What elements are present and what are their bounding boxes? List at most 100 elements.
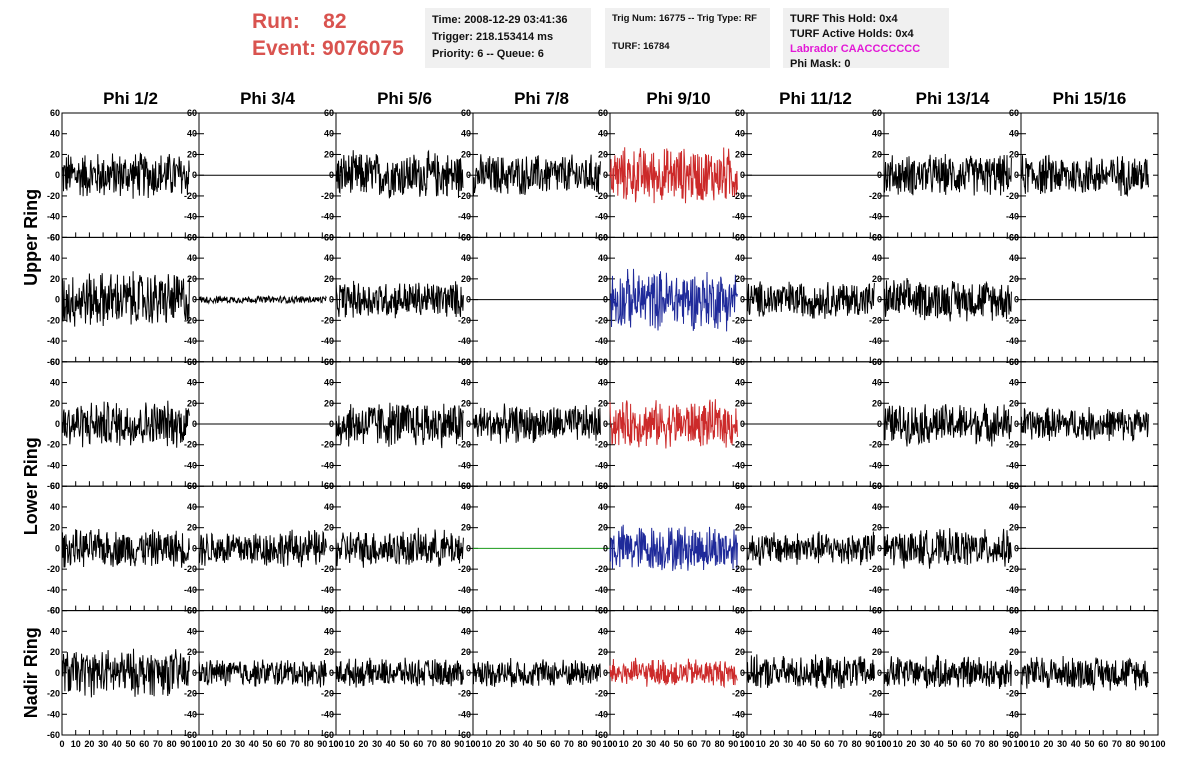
x-tick-label: 80 <box>441 739 451 749</box>
x-tick-label: 80 <box>715 739 725 749</box>
y-tick-label: 60 <box>735 357 745 367</box>
y-tick-label: 0 <box>55 543 60 553</box>
waveform-trace <box>883 153 1012 196</box>
y-tick-label: -20 <box>869 440 882 450</box>
y-tick-label: 0 <box>877 668 882 678</box>
y-tick-label: 40 <box>872 129 882 139</box>
y-tick-label: -40 <box>321 709 334 719</box>
y-tick-label: 40 <box>1009 129 1019 139</box>
x-tick-label: 80 <box>578 739 588 749</box>
y-tick-label: -40 <box>595 709 608 719</box>
y-tick-label: 0 <box>329 295 334 305</box>
y-tick-label: 40 <box>735 626 745 636</box>
y-tick-label: 40 <box>187 253 197 263</box>
x-tick-label: 100 <box>1150 739 1165 749</box>
y-tick-label: -20 <box>184 191 197 201</box>
y-tick-label: 60 <box>50 108 60 118</box>
y-tick-label: 20 <box>50 647 60 657</box>
y-tick-label: 0 <box>603 419 608 429</box>
y-tick-label: 20 <box>187 149 197 159</box>
y-tick-label: 40 <box>50 129 60 139</box>
x-tick-label: 90 <box>865 739 875 749</box>
y-tick-label: 0 <box>1014 295 1019 305</box>
x-tick-label: 60 <box>687 739 697 749</box>
waveform-trace <box>335 527 464 568</box>
y-tick-label: 60 <box>1009 357 1019 367</box>
y-tick-label: 60 <box>324 481 334 491</box>
y-tick-label: 40 <box>50 253 60 263</box>
y-tick-label: 20 <box>735 149 745 159</box>
x-tick-label: 100 <box>465 739 480 749</box>
turf-hold-text: TURF This Hold: 0x4 <box>790 13 898 25</box>
y-tick-label: 20 <box>598 523 608 533</box>
event-value: 9076075 <box>322 37 404 60</box>
y-tick-label: 40 <box>324 253 334 263</box>
x-tick-label: 10 <box>893 739 903 749</box>
x-tick-label: 40 <box>1071 739 1081 749</box>
x-tick-label: 80 <box>1126 739 1136 749</box>
y-tick-label: 0 <box>55 170 60 180</box>
y-tick-label: 0 <box>740 295 745 305</box>
time-text: Time: 2008-12-29 03:41:36 <box>432 14 568 26</box>
event-row: Event: 9076075 <box>252 35 404 62</box>
y-tick-label: -40 <box>184 212 197 222</box>
y-tick-label: 60 <box>324 108 334 118</box>
labrador-text: Labrador CAACCCCCCC <box>790 43 921 55</box>
y-tick-label: -60 <box>321 730 334 740</box>
x-tick-label: 20 <box>906 739 916 749</box>
x-tick-label: 90 <box>180 739 190 749</box>
y-tick-label: 20 <box>50 274 60 284</box>
x-tick-label: 10 <box>619 739 629 749</box>
y-tick-label: -40 <box>1006 212 1019 222</box>
y-tick-label: 20 <box>461 398 471 408</box>
phi-mask-text: Phi Mask: 0 <box>790 58 851 70</box>
y-tick-label: 0 <box>877 419 882 429</box>
x-tick-label: 10 <box>482 739 492 749</box>
waveform-trace <box>335 279 464 319</box>
y-tick-label: 0 <box>466 295 471 305</box>
y-tick-label: -40 <box>732 336 745 346</box>
y-tick-label: -40 <box>595 212 608 222</box>
y-tick-label: 60 <box>187 357 197 367</box>
y-tick-label: -20 <box>458 689 471 699</box>
x-tick-label: 40 <box>934 739 944 749</box>
waveform-trace <box>1020 406 1149 442</box>
x-tick-label: 70 <box>290 739 300 749</box>
ring-label: Lower Ring <box>21 437 41 535</box>
y-tick-label: 40 <box>872 253 882 263</box>
y-tick-label: 40 <box>735 129 745 139</box>
x-tick-label: 60 <box>413 739 423 749</box>
x-tick-label: 100 <box>191 739 206 749</box>
trigger-info-panel: Trig Num: 16775 -- Trig Type: RF TURF: 1… <box>605 8 770 68</box>
y-tick-label: 60 <box>872 108 882 118</box>
x-tick-label: 100 <box>739 739 754 749</box>
x-tick-label: 70 <box>564 739 574 749</box>
y-tick-label: -60 <box>47 232 60 242</box>
x-tick-label: 90 <box>1139 739 1149 749</box>
y-tick-label: -20 <box>732 689 745 699</box>
y-tick-label: 20 <box>50 149 60 159</box>
y-tick-label: 0 <box>55 668 60 678</box>
y-tick-label: 40 <box>598 253 608 263</box>
x-tick-label: 90 <box>317 739 327 749</box>
y-tick-label: -40 <box>184 585 197 595</box>
y-tick-label: 20 <box>187 647 197 657</box>
x-tick-label: 10 <box>71 739 81 749</box>
y-tick-label: -40 <box>47 460 60 470</box>
y-tick-label: 0 <box>192 295 197 305</box>
y-tick-label: -20 <box>321 564 334 574</box>
column-header: Phi 1/2 <box>103 89 158 108</box>
waveform-trace <box>61 400 190 448</box>
y-tick-label: 20 <box>187 398 197 408</box>
y-tick-label: -40 <box>732 460 745 470</box>
y-tick-label: 0 <box>877 543 882 553</box>
x-tick-label: 0 <box>607 739 612 749</box>
x-tick-label: 0 <box>333 739 338 749</box>
y-tick-label: 20 <box>735 647 745 657</box>
waveform-trace <box>61 152 190 199</box>
waveform-trace <box>883 654 1012 690</box>
y-tick-label: -40 <box>869 709 882 719</box>
ring-label: Nadir Ring <box>21 627 41 718</box>
y-tick-label: 20 <box>50 398 60 408</box>
x-tick-label: 70 <box>975 739 985 749</box>
